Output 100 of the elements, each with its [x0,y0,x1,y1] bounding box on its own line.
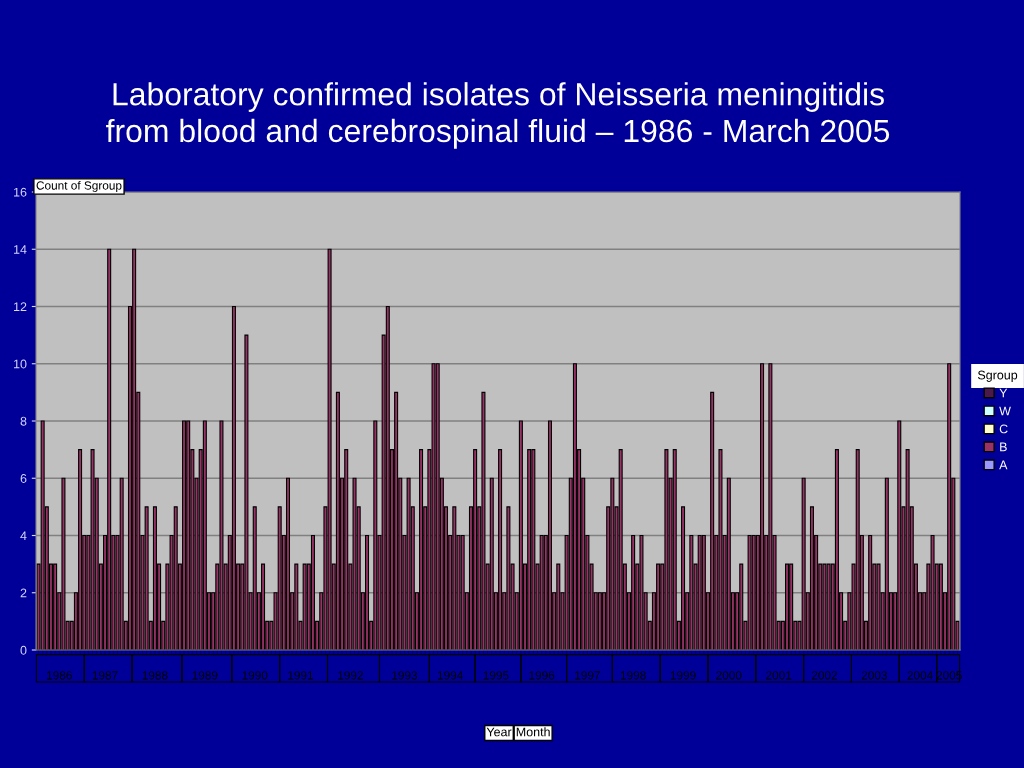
bar [132,248,137,650]
bar [801,477,806,650]
y-tick-label: 8 [20,416,27,426]
bar [539,534,544,650]
legend-label: W [999,406,1011,416]
bar [152,506,157,650]
bar [739,563,744,650]
bar [489,477,494,650]
bar [394,391,399,650]
bar [406,477,411,650]
bar [473,449,478,650]
x-tick-label: 1998 [620,671,646,680]
bar [498,449,503,650]
bar [327,248,332,650]
y-axis-title: Count of Sgroup [36,181,122,192]
bar [61,477,66,650]
bar [876,563,881,650]
bar [78,449,83,650]
text: Month [516,727,550,737]
bar [572,363,577,650]
bar [884,477,889,650]
legend-label: C [999,424,1008,434]
bar [419,449,424,650]
bar [53,563,58,650]
x-tick-label: 1986 [47,671,72,680]
bar [373,420,378,650]
x-tick-label: 1993 [392,671,418,680]
bar [364,534,370,650]
x-tick-label: 2004 [907,671,933,680]
bar [310,534,315,650]
bar [431,363,436,650]
legend-label: Y [999,388,1008,398]
y-tick-label: 10 [14,359,27,369]
x-tick-label: 1990 [242,671,268,680]
bar [826,563,831,650]
bar [40,420,45,650]
bar [701,534,706,650]
bar [718,449,723,650]
bar [855,449,860,650]
bar [760,363,765,650]
bar [90,449,95,650]
bar [335,391,340,650]
bar [277,506,282,650]
bar [518,420,523,650]
legend-title: Sgroup [977,370,1018,382]
y-tick-label: 6 [20,474,27,483]
x-tick-label: 1987 [92,671,118,680]
bar [768,363,773,650]
bar [689,534,694,650]
bar [809,506,814,650]
x-tick-label: 1995 [483,671,509,680]
bar [639,534,644,650]
bar [285,477,291,650]
bar [219,420,224,650]
bar [261,563,266,650]
bar [930,534,935,650]
x-tick-label: 1991 [288,671,314,680]
bar [182,420,187,650]
bar [726,477,731,650]
x-tick-label: 1988 [142,671,168,680]
bar [107,248,112,650]
bar [547,420,552,650]
bar [597,592,602,650]
bar [938,563,943,650]
bar [202,420,207,650]
x-tick-label: 1989 [192,671,218,680]
bar [252,506,257,650]
bar [294,563,299,650]
bar [681,506,686,650]
x-tick-label: 1992 [338,671,363,680]
y-tick-label: 4 [20,531,27,541]
bar [751,534,756,650]
bar [435,363,440,650]
chart-title: Laboratory confirmed isolates of Neisseria meningitidis from blood and cerebrospinal fluid – 1986 - March 2005 [106,82,890,149]
x-tick-label: 2002 [811,671,837,680]
x-tick-label: 2003 [861,671,887,680]
bar [789,563,794,650]
text: Year [486,727,512,737]
bar [352,477,357,650]
bar [186,420,191,650]
bar [385,305,390,650]
bar [452,506,457,650]
x-tick-label: 2001 [766,671,792,680]
bar [144,506,149,650]
y-tick-label: 12 [14,302,27,312]
bar [784,563,790,650]
bar [506,506,511,650]
bar [119,477,124,650]
y-tick-label: 2 [20,588,27,598]
bar [618,449,623,650]
x-tick-label: 2000 [716,671,742,680]
bar [631,534,636,650]
bar [656,563,661,650]
x-tick-label: 1994 [437,671,463,680]
bar [905,449,910,650]
bar [344,449,349,650]
bar [897,420,902,650]
bar [460,534,465,650]
y-tick-label: 14 [14,245,27,254]
bar [610,477,615,650]
